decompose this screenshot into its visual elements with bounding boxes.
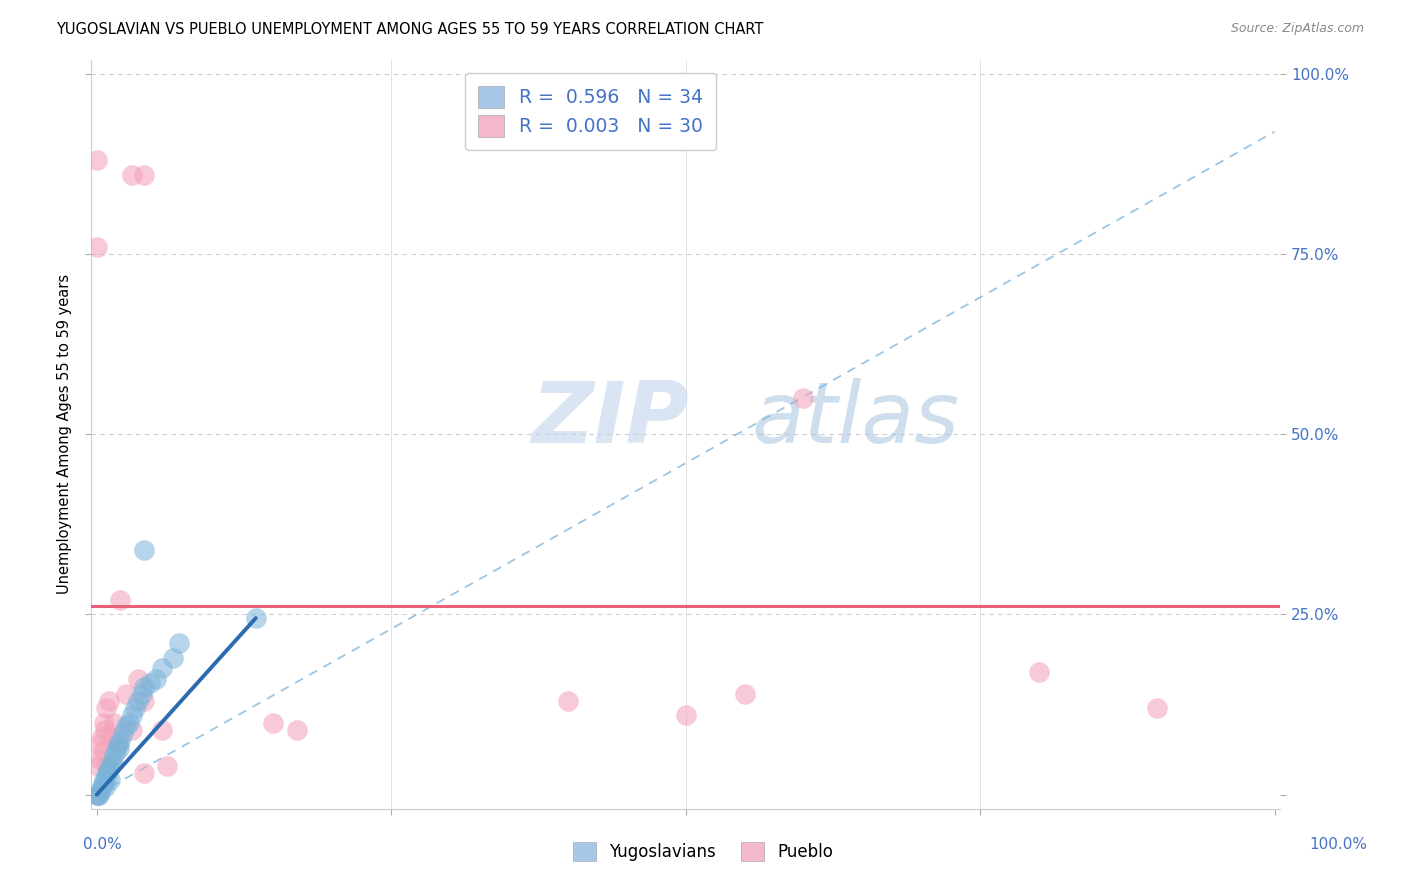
Point (86, 153, 108, 168)
Point (107, 737, 129, 751)
Point (734, 687, 756, 701)
Point (132, 694, 155, 708)
Point (121, 708, 143, 723)
Text: ZIP: ZIP (531, 378, 689, 461)
Point (145, 673, 167, 687)
Point (87, 788, 110, 802)
Point (90, 730, 112, 744)
Point (115, 719, 138, 733)
Point (124, 701, 146, 715)
Point (167, 636, 190, 650)
Point (245, 611, 267, 625)
Point (86, 788, 108, 802)
Point (156, 758, 179, 772)
Point (93, 715, 115, 730)
Point (91, 744, 114, 758)
Point (97, 694, 120, 708)
Point (89, 751, 111, 765)
Point (117, 715, 139, 730)
Legend: Yugoslavians, Pueblo: Yugoslavians, Pueblo (565, 835, 841, 868)
Text: 0.0%: 0.0% (83, 838, 122, 852)
Point (139, 676, 162, 690)
Point (263, 715, 285, 730)
Point (89, 737, 111, 751)
Point (132, 542, 155, 557)
Point (96, 758, 118, 772)
Point (98, 773, 121, 788)
Point (115, 687, 138, 701)
Point (162, 650, 184, 665)
Point (87, 758, 110, 772)
Point (121, 168, 143, 182)
Point (104, 744, 127, 758)
Point (103, 747, 125, 762)
Point (100, 730, 122, 744)
Point (93, 773, 115, 788)
Point (96, 770, 118, 784)
Text: atlas: atlas (751, 378, 959, 461)
Point (100, 758, 122, 772)
Text: Source: ZipAtlas.com: Source: ZipAtlas.com (1230, 22, 1364, 36)
Point (107, 737, 129, 751)
Point (121, 723, 143, 737)
Point (1028, 665, 1050, 679)
Point (132, 168, 155, 182)
Point (86, 788, 108, 802)
Point (675, 708, 697, 723)
Point (97, 763, 120, 777)
Legend: R =  0.596   N = 34, R =  0.003   N = 30: R = 0.596 N = 34, R = 0.003 N = 30 (465, 73, 716, 150)
Point (131, 687, 153, 701)
Point (127, 694, 149, 708)
Point (110, 593, 132, 607)
Point (132, 680, 155, 694)
Point (127, 673, 149, 687)
Point (91, 777, 114, 791)
Y-axis label: Unemployment Among Ages 55 to 59 years: Unemployment Among Ages 55 to 59 years (58, 274, 72, 594)
Point (86, 240, 108, 254)
Point (792, 391, 814, 405)
Point (101, 755, 124, 769)
Point (1146, 701, 1168, 715)
Text: YUGOSLAVIAN VS PUEBLO UNEMPLOYMENT AMONG AGES 55 TO 59 YEARS CORRELATION CHART: YUGOSLAVIAN VS PUEBLO UNEMPLOYMENT AMONG… (56, 22, 763, 37)
Text: 100.0%: 100.0% (1309, 838, 1368, 852)
Point (103, 715, 125, 730)
Point (89, 788, 111, 802)
Point (150, 723, 173, 737)
Point (89, 784, 111, 798)
Point (94, 723, 117, 737)
Point (96, 766, 118, 780)
Point (110, 733, 132, 747)
Point (285, 723, 308, 737)
Point (150, 661, 173, 675)
Point (111, 726, 134, 740)
Point (90, 780, 112, 795)
Point (557, 694, 579, 708)
Point (94, 780, 117, 795)
Point (108, 740, 131, 755)
Point (132, 766, 155, 780)
Point (96, 701, 118, 715)
